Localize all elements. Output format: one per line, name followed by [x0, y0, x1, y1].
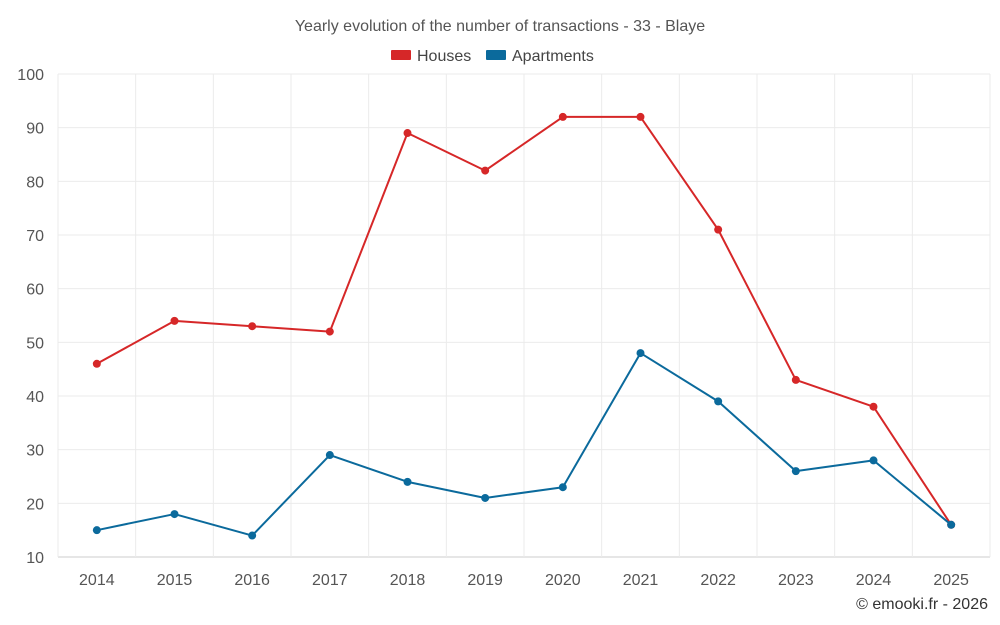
data-point-houses[interactable]: Houses 2018: 89 — [403, 129, 412, 138]
y-tick-label: 90 — [26, 121, 44, 138]
x-tick-label: 2017 — [312, 572, 348, 589]
y-tick-label: 100 — [17, 67, 44, 84]
x-tick-label: 2019 — [467, 572, 503, 589]
x-tick-label: 2018 — [390, 572, 426, 589]
x-tick-label: 2015 — [157, 572, 193, 589]
chart-title: Yearly evolution of the number of transa… — [295, 18, 705, 35]
data-point-houses[interactable]: Houses 2024: 38 — [869, 402, 878, 411]
legend-swatch-apartments — [486, 50, 506, 60]
data-point-houses[interactable]: Houses 2014: 46 — [92, 359, 101, 368]
x-tick-label: 2025 — [933, 572, 969, 589]
data-point-apartments[interactable]: Apartments 2020: 23 — [558, 483, 567, 492]
x-tick-label: 2020 — [545, 572, 581, 589]
data-point-houses[interactable]: Houses 2021: 92 — [636, 112, 645, 121]
y-tick-label: 60 — [26, 282, 44, 299]
data-point-apartments[interactable]: Apartments 2014: 15 — [92, 526, 101, 535]
legend: Houses Apartments — [391, 48, 594, 65]
data-point-apartments[interactable]: Apartments 2023: 26 — [791, 467, 800, 476]
y-tick-label: 70 — [26, 228, 44, 245]
legend-label-apartments: Apartments — [512, 48, 594, 65]
data-point-apartments[interactable]: Apartments 2024: 28 — [869, 456, 878, 465]
gridlines — [57, 73, 991, 558]
series-line-houses — [96, 115, 953, 526]
data-point-houses[interactable]: Houses 2016: 53 — [248, 322, 257, 331]
x-tick-label: 2021 — [623, 572, 659, 589]
data-point-houses[interactable]: Houses 2019: 82 — [481, 166, 490, 175]
data-point-houses[interactable]: Houses 2015: 54 — [170, 316, 179, 325]
y-tick-label: 30 — [26, 443, 44, 460]
y-axis-ticks: 10 20 30 40 50 60 70 80 90 100 — [17, 67, 44, 567]
data-point-houses[interactable]: Houses 2022: 71 — [714, 225, 723, 234]
series-line-apartments — [96, 352, 952, 537]
data-point-apartments[interactable]: Apartments 2025: 16 — [947, 520, 956, 529]
y-tick-label: 80 — [26, 174, 44, 191]
data-point-houses[interactable]: Houses 2020: 92 — [558, 112, 567, 121]
data-point-houses[interactable]: Houses 2023: 43 — [791, 375, 800, 384]
x-tick-label: 2022 — [700, 572, 736, 589]
y-tick-label: 40 — [26, 389, 44, 406]
x-tick-label: 2016 — [234, 572, 270, 589]
y-tick-label: 50 — [26, 335, 44, 352]
data-point-houses[interactable]: Houses 2017: 52 — [325, 327, 334, 336]
data-point-apartments[interactable]: Apartments 2022: 39 — [714, 397, 723, 406]
legend-swatch-houses — [391, 50, 411, 60]
y-tick-label: 20 — [26, 496, 44, 513]
series-houses: Houses 2014: 46 Houses 2015: 54 Houses 201… — [92, 112, 956, 529]
credit-text: © emooki.fr - 2026 — [856, 596, 988, 613]
data-point-apartments[interactable]: Apartments 2017: 29 — [325, 451, 334, 460]
series-group: Houses 2014: 46 Houses 2015: 54 Houses 201… — [92, 112, 956, 540]
x-tick-label: 2024 — [856, 572, 892, 589]
x-tick-label: 2023 — [778, 572, 814, 589]
data-point-apartments[interactable]: Apartments 2021: 48 — [636, 349, 645, 358]
legend-item-houses[interactable]: Houses — [391, 48, 471, 65]
data-point-apartments[interactable]: Apartments 2015: 18 — [170, 510, 179, 519]
x-axis-ticks: 2014 2015 2016 2017 2018 2019 2020 2021 2022 2023… — [79, 572, 969, 589]
data-point-apartments[interactable]: Apartments 2016: 14 — [248, 531, 257, 540]
data-point-apartments[interactable]: Apartments 2019: 21 — [481, 493, 490, 502]
series-apartments: Apartments 2014: 15 Apartments 2015: 18 Ap… — [92, 349, 956, 540]
legend-label-houses: Houses — [417, 48, 471, 65]
y-tick-label: 10 — [26, 550, 44, 567]
data-point-apartments[interactable]: Apartments 2018: 24 — [403, 477, 412, 486]
x-tick-label: 2014 — [79, 572, 115, 589]
legend-item-apartments[interactable]: Apartments — [486, 48, 594, 65]
